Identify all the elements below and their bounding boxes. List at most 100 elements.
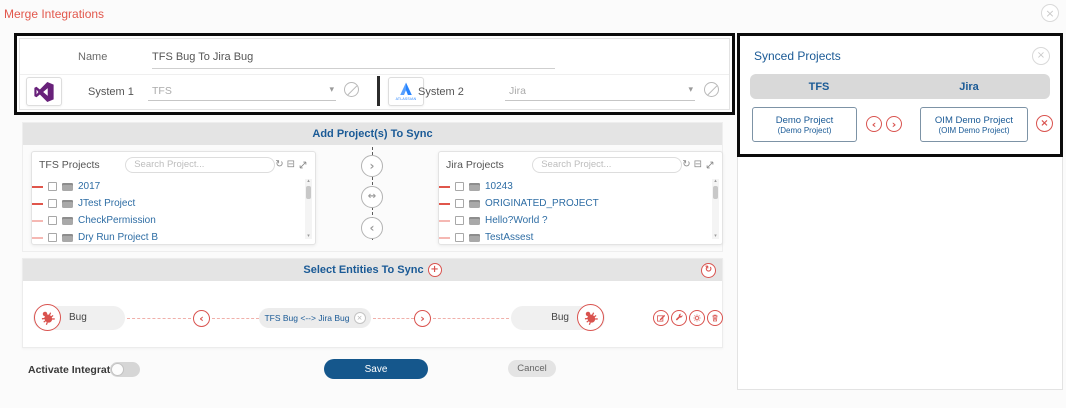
edit-icon: [657, 314, 666, 322]
sync-left-arrow-icon[interactable]: ‹: [866, 116, 882, 132]
jira-projects-head: Jira Projects ↻ ⊟: [439, 152, 722, 177]
jira-project-row[interactable]: Hello?World ?: [439, 212, 722, 229]
atlassian-caption: ATLASSIAN: [395, 97, 417, 101]
system1-value: TFS: [152, 85, 172, 97]
scroll-up-icon[interactable]: ▴: [307, 178, 310, 184]
wrench-icon: [676, 313, 683, 321]
scrollbar-thumb[interactable]: [713, 186, 718, 199]
synced-project-right-card: OIM Demo Project (OIM Demo Project): [920, 107, 1028, 142]
map-left-arrow-icon[interactable]: ‹: [193, 310, 210, 327]
tfs-search-input[interactable]: [125, 156, 276, 173]
tfs-project-row[interactable]: JTest Project: [32, 195, 315, 212]
integration-form-frame: Name System 1 TFS ▾: [14, 33, 735, 115]
tfs-projects-card: TFS Projects ↻ ⊟ 2017: [31, 151, 316, 245]
project-label[interactable]: JTest Project: [78, 198, 136, 209]
jira-search-input[interactable]: [532, 156, 683, 173]
project-label[interactable]: 10243: [485, 181, 513, 192]
delete-mapping-button[interactable]: [707, 310, 723, 326]
move-left-button[interactable]: ‹: [361, 217, 383, 239]
jira-list-scrollbar[interactable]: ▴ ▾: [712, 179, 719, 239]
visual-studio-icon: [34, 81, 54, 102]
synced-left-name: Demo Project: [775, 114, 834, 126]
toggle-knob: [111, 363, 124, 376]
reload-entities-icon[interactable]: ↻: [701, 263, 716, 278]
chevron-down-icon: ▾: [688, 85, 693, 95]
integration-form-card: Name System 1 TFS ▾: [19, 38, 730, 110]
left-entity-pill[interactable]: Bug: [33, 304, 125, 331]
remove-mapping-icon[interactable]: ×: [353, 312, 366, 324]
project-label[interactable]: ORIGINATED_PROJECT: [485, 198, 599, 209]
sync-right-arrow-icon[interactable]: ›: [886, 116, 902, 132]
project-checkbox[interactable]: [48, 182, 57, 191]
settings-mapping-button[interactable]: [689, 310, 705, 326]
scrollbar-thumb[interactable]: [306, 186, 311, 199]
sync-dash-line: [127, 318, 191, 319]
dialog-close-icon[interactable]: ×: [1041, 4, 1059, 22]
jira-project-row[interactable]: 10243: [439, 178, 722, 195]
swap-button[interactable]: ↔: [361, 186, 383, 208]
right-entity-pill[interactable]: Bug: [511, 304, 605, 331]
remove-synced-project-icon[interactable]: ×: [1036, 115, 1053, 132]
entities-body: Bug ‹ TFS Bug <--> Jira Bug × › Bug: [23, 281, 723, 347]
project-checkbox[interactable]: [48, 216, 57, 225]
name-label: Name: [78, 51, 108, 63]
tfs-project-row[interactable]: 2017: [32, 178, 315, 195]
scroll-up-icon[interactable]: ▴: [714, 178, 717, 184]
jira-project-row[interactable]: TestAssest: [439, 229, 722, 246]
project-icon: [62, 233, 73, 242]
map-right-arrow-icon[interactable]: ›: [414, 310, 431, 327]
tfs-project-row[interactable]: CheckPermission: [32, 212, 315, 229]
edit-mapping-button[interactable]: [653, 310, 669, 326]
bug-icon: [577, 304, 604, 331]
project-label[interactable]: Hello?World ?: [485, 215, 548, 226]
scroll-down-icon[interactable]: ▾: [307, 233, 310, 239]
activate-integration-toggle[interactable]: [110, 362, 140, 377]
entities-section: Select Entities To Sync + ↻ Bug: [22, 258, 723, 348]
tree-connector: [32, 236, 43, 239]
move-right-button[interactable]: ›: [361, 155, 383, 177]
bug-icon: [34, 304, 61, 331]
project-label[interactable]: TestAssest: [485, 232, 534, 243]
chevron-right-icon: ›: [369, 159, 375, 173]
scroll-down-icon[interactable]: ▾: [714, 233, 717, 239]
synced-right-subtitle: (OIM Demo Project): [938, 125, 1010, 135]
left-entity-label: Bug: [69, 312, 87, 323]
project-label[interactable]: CheckPermission: [78, 215, 156, 226]
tfs-project-row[interactable]: Dry Run Project B: [32, 229, 315, 246]
project-checkbox[interactable]: [455, 182, 464, 191]
refresh-icon[interactable]: ↻: [275, 158, 284, 170]
save-button[interactable]: Save: [324, 359, 428, 379]
collapse-icon[interactable]: ⊟: [693, 158, 702, 170]
project-label[interactable]: 2017: [78, 181, 101, 192]
jira-project-row[interactable]: ORIGINATED_PROJECT: [439, 195, 722, 212]
synced-projects-frame: Synced Projects × TFS Jira Demo Project …: [737, 33, 1063, 157]
cancel-button[interactable]: Cancel: [508, 360, 556, 377]
tree-connector: [32, 185, 43, 188]
project-label[interactable]: Dry Run Project B: [78, 232, 159, 243]
refresh-icon[interactable]: ↻: [682, 158, 691, 170]
configure-mapping-button[interactable]: [671, 310, 687, 326]
swap-icon: ↔: [367, 191, 377, 202]
project-checkbox[interactable]: [455, 233, 464, 242]
system2-select[interactable]: Jira ▾: [505, 79, 695, 101]
synced-col-tfs: TFS: [808, 80, 830, 93]
project-checkbox[interactable]: [455, 216, 464, 225]
project-checkbox[interactable]: [455, 199, 464, 208]
integration-name-input[interactable]: [152, 45, 555, 69]
entity-mapping-pill[interactable]: TFS Bug <--> Jira Bug ×: [259, 308, 371, 328]
project-checkbox[interactable]: [48, 233, 57, 242]
synced-projects-header: TFS Jira: [750, 74, 1050, 99]
expand-diagonal-icon[interactable]: [705, 160, 715, 170]
project-icon: [469, 233, 480, 242]
expand-diagonal-icon[interactable]: [298, 160, 308, 170]
system1-select[interactable]: TFS ▾: [148, 79, 336, 101]
tree-connector: [439, 185, 450, 188]
project-checkbox[interactable]: [48, 199, 57, 208]
synced-projects-close-icon[interactable]: ×: [1032, 47, 1050, 65]
add-entity-icon[interactable]: +: [427, 263, 442, 277]
collapse-icon[interactable]: ⊟: [286, 158, 295, 170]
sync-dash-line: [373, 318, 414, 319]
tfs-list-scrollbar[interactable]: ▴ ▾: [305, 179, 312, 239]
synced-right-name: OIM Demo Project: [934, 114, 1014, 126]
